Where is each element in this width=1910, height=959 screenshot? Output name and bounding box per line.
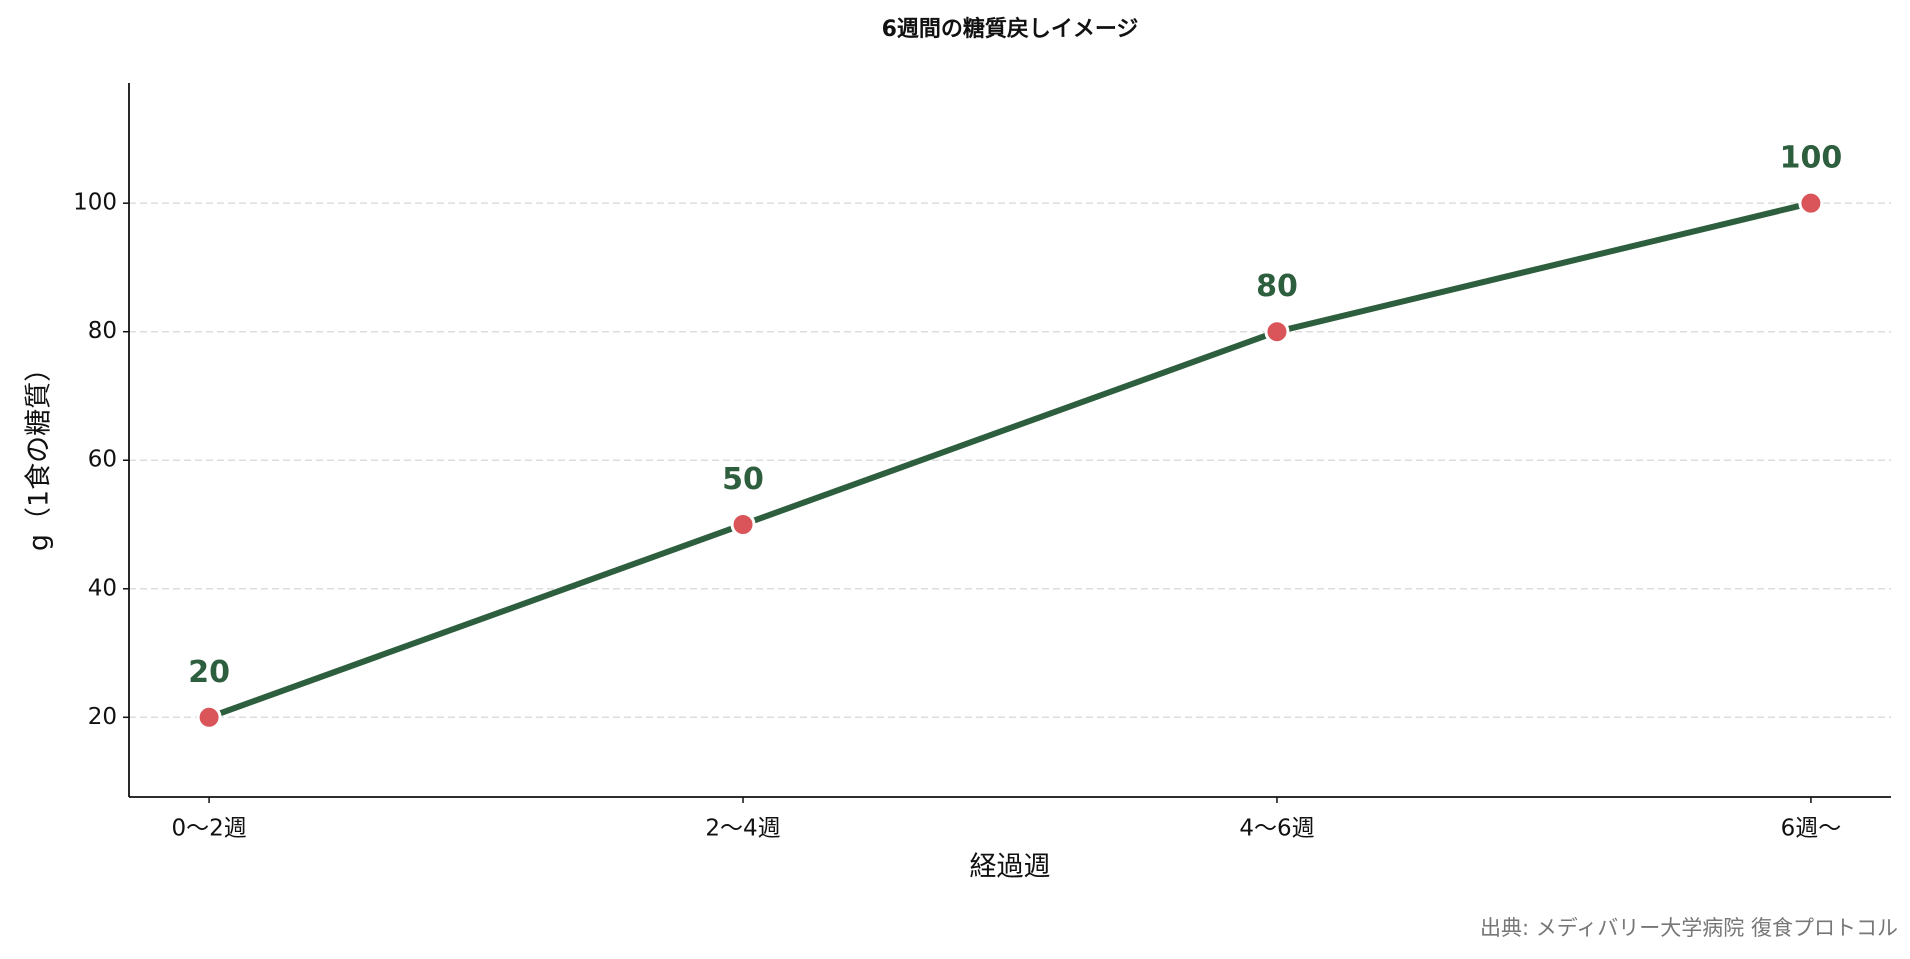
y-tick-label: 40 [88, 575, 117, 601]
y-tick-label: 20 [88, 704, 117, 730]
y-tick-label: 80 [88, 318, 117, 344]
data-label: 100 [1780, 141, 1843, 176]
marker [1264, 319, 1290, 345]
chart-title: 6週間の糖質戻しイメージ [882, 16, 1139, 42]
y-axis-label: g（1食の糖質） [24, 355, 55, 551]
x-tick-label: 2〜4週 [705, 816, 780, 842]
source-note: 出典: メディバリー大学病院 復食プロトコル [1480, 916, 1898, 940]
x-axis-label: 経過週 [970, 852, 1051, 883]
marker [730, 512, 756, 538]
line [208, 200, 1812, 721]
x-tick-label: 4〜6週 [1239, 816, 1314, 842]
y-tick-label: 60 [88, 447, 117, 473]
x-tick-label: 0〜2週 [171, 816, 246, 842]
data-label: 80 [1256, 269, 1298, 304]
x-tick-label: 6週〜 [1781, 816, 1842, 842]
marker [1798, 190, 1824, 216]
y-tick-label: 100 [73, 190, 117, 216]
data-label: 20 [188, 655, 230, 690]
data-label: 50 [722, 462, 764, 497]
marker [196, 704, 222, 730]
